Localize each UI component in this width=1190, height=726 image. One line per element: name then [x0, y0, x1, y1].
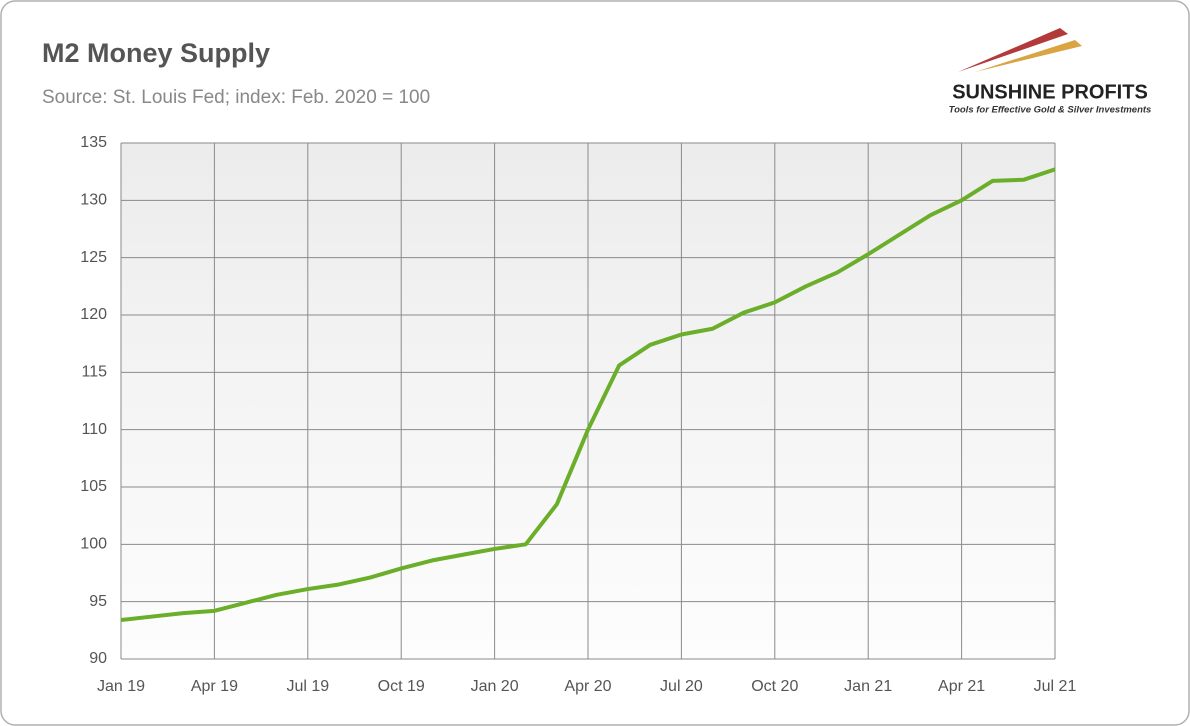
x-tick-label: Apr 20 [564, 678, 611, 695]
x-tick-label: Jul 21 [1034, 678, 1077, 695]
line-series [120, 167, 1056, 622]
chart-title: M2 Money Supply [42, 38, 270, 68]
logo-tagline: Tools for Effective Gold & Silver Invest… [949, 105, 1152, 116]
x-tick-label: Apr 19 [191, 678, 238, 695]
x-tick-label: Jan 21 [844, 678, 892, 695]
x-tick-label: Jul 19 [286, 678, 329, 695]
x-tick-label: Jan 20 [471, 678, 519, 695]
logo-swoosh [975, 40, 1082, 72]
y-tick-label: 125 [80, 249, 107, 266]
y-tick-label: 115 [81, 364, 107, 381]
y-tick-label: 135 [80, 134, 107, 151]
x-tick-label: Apr 21 [938, 678, 985, 695]
y-tick-label: 110 [81, 421, 107, 438]
x-tick-label: Oct 20 [751, 678, 798, 695]
x-tick-label: Jan 19 [97, 678, 145, 695]
y-tick-label: 95 [89, 593, 107, 610]
logo-name: SUNSHINE PROFITS [952, 81, 1148, 103]
y-tick-label: 105 [80, 478, 107, 495]
y-tick-label: 100 [80, 536, 107, 553]
y-tick-label: 120 [80, 306, 107, 323]
x-tick-label: Oct 19 [378, 678, 425, 695]
logo-swoosh [958, 28, 1068, 72]
y-tick-label: 90 [89, 650, 107, 667]
logo: SUNSHINE PROFITS Tools for Effective Gol… [949, 28, 1152, 116]
subtitle: Source: St. Louis Fed; index: Feb. 2020 … [42, 87, 430, 108]
y-tick-label: 130 [80, 192, 107, 209]
x-tick-label: Jul 20 [660, 678, 703, 695]
